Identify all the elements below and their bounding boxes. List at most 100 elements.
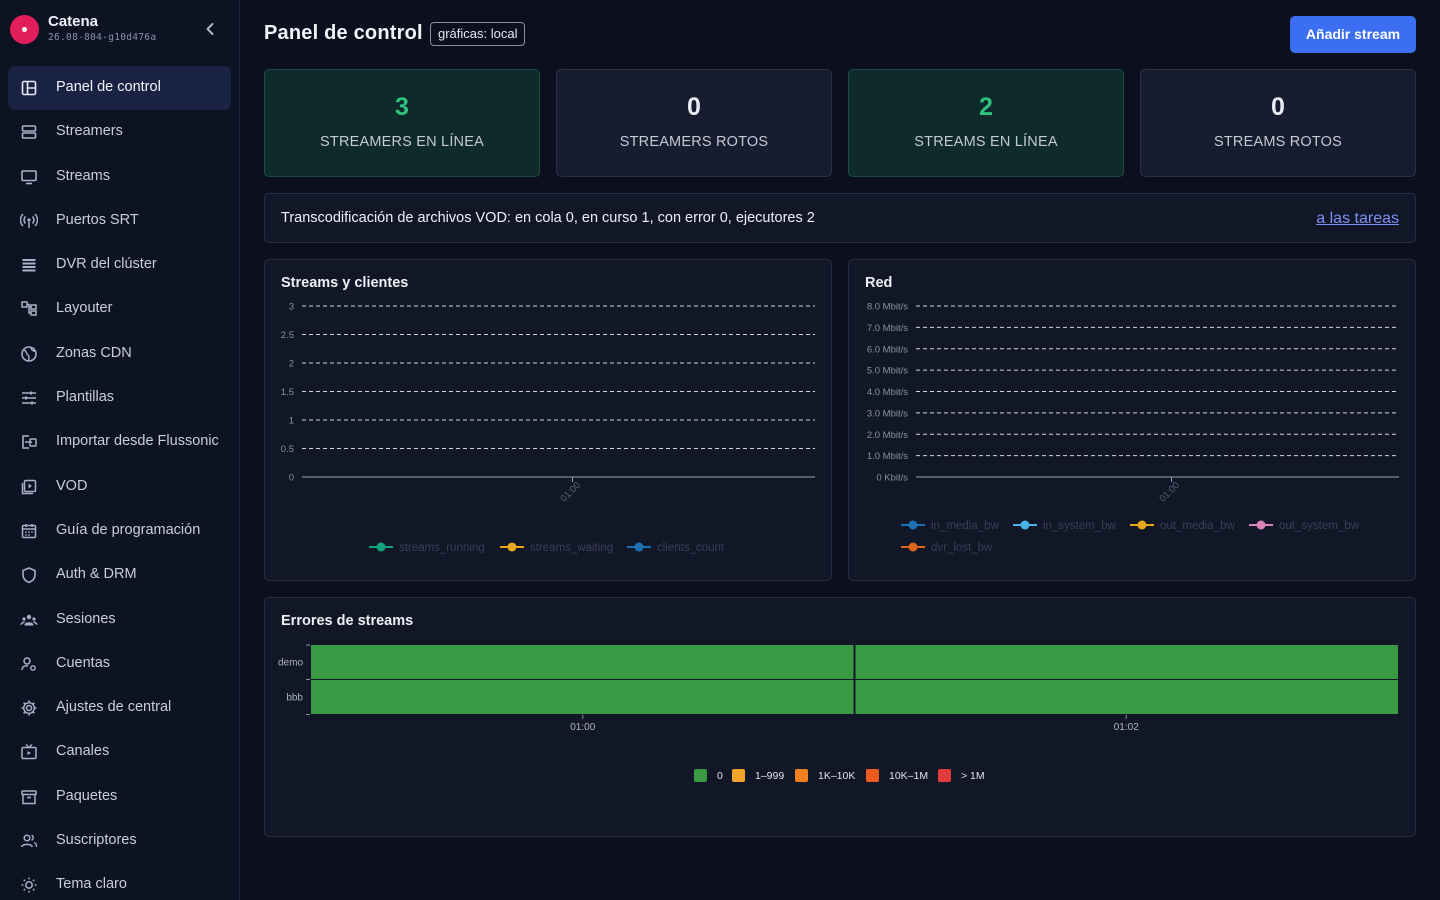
y-tick-label: 0 xyxy=(289,473,294,484)
chart-title: Red xyxy=(865,275,893,291)
sidebar-item-label: DVR del clúster xyxy=(56,256,157,273)
brand-version: 26.08-804-g10d476a xyxy=(48,32,157,43)
sidebar-item-importar-desde-flussonic[interactable]: Importar desde Flussonic xyxy=(8,420,231,464)
add-stream-button[interactable]: Añadir stream xyxy=(1290,16,1416,53)
stat-label: STREAMERS EN LÍNEA xyxy=(320,134,484,150)
users-group-icon xyxy=(20,611,38,629)
brand-name: Catena xyxy=(48,13,99,30)
gear-icon xyxy=(20,699,38,717)
legend-label: 1K–10K xyxy=(818,770,855,782)
sidebar-item-label: Zonas CDN xyxy=(56,344,132,361)
server-icon xyxy=(20,123,38,141)
legend-swatch xyxy=(732,769,745,782)
globe-icon xyxy=(20,345,38,363)
sidebar-item-suscriptores[interactable]: Suscriptores xyxy=(8,819,231,863)
sidebar-item-paquetes[interactable]: Paquetes xyxy=(8,775,231,819)
dashboard-icon xyxy=(20,79,38,97)
sidebar-item-label: Ajustes de central xyxy=(56,699,172,716)
storage-icon xyxy=(20,256,38,274)
sidebar-item-label: Streams xyxy=(56,167,110,184)
stat-card: 3 STREAMERS EN LÍNEA xyxy=(264,69,540,177)
stream-errors-heatmap: demo bbb 01:00 01:02 0 1–999 1K–10K 10K–1M > 1M xyxy=(278,644,1398,782)
y-tick-label: 5.0 Mbit/s xyxy=(867,366,908,377)
legend-swatch-dot xyxy=(1256,520,1266,530)
archive-icon xyxy=(20,788,38,806)
y-tick-label: 0 Kbit/s xyxy=(876,473,908,484)
vod-status-bar: Transcodificación de archivos VOD: en co… xyxy=(264,193,1416,243)
heatmap-cell xyxy=(855,680,1398,714)
x-tick-label: 01:00 xyxy=(1157,480,1182,505)
calendar-icon xyxy=(20,522,38,540)
legend-swatch-dot xyxy=(1137,520,1147,530)
sidebar-item-guia-de-programacion[interactable]: Guía de programación xyxy=(8,509,231,553)
legend-label: out_media_bw xyxy=(1160,520,1235,532)
sidebar-item-canales[interactable]: Canales xyxy=(8,730,231,774)
sidebar-item-label: Importar desde Flussonic xyxy=(56,433,219,450)
y-tick-label: 3 xyxy=(289,302,294,313)
y-tick-label: 1.0 Mbit/s xyxy=(867,451,908,462)
y-tick-label: 3.0 Mbit/s xyxy=(867,408,908,419)
sidebar-item-plantillas[interactable]: Plantillas xyxy=(8,376,231,420)
stat-label: STREAMS EN LÍNEA xyxy=(914,134,1058,150)
sidebar-item-label: Puertos SRT xyxy=(56,211,139,228)
legend-label: 0 xyxy=(717,770,723,782)
import-icon xyxy=(20,433,38,451)
page-title: Panel de control xyxy=(264,22,423,44)
legend-swatch-dot xyxy=(376,542,386,552)
sidebar-item-auth-drm[interactable]: Auth & DRM xyxy=(8,553,231,597)
x-tick-label: 01:00 xyxy=(558,480,583,505)
y-tick-label: 2 xyxy=(289,359,294,370)
sidebar-item-ajustes-de-central[interactable]: Ajustes de central xyxy=(8,686,231,730)
tasks-link[interactable]: a las tareas xyxy=(1316,210,1399,227)
stat-value: 3 xyxy=(395,93,409,121)
sidebar-item-cuentas[interactable]: Cuentas xyxy=(8,642,231,686)
x-tick-label: 01:02 xyxy=(1114,722,1139,733)
sidebar-item-label: Canales xyxy=(56,743,110,760)
legend-swatch xyxy=(866,769,879,782)
sidebar-item-panel-de-control[interactable]: Panel de control xyxy=(8,66,231,110)
vod-status-text: Transcodificación de archivos VOD: en co… xyxy=(281,210,815,226)
charts-source-badge: gráficas: local xyxy=(430,22,526,46)
sidebar-item-streams[interactable]: Streams xyxy=(8,155,231,199)
sidebar-item-label: Tema claro xyxy=(56,876,127,893)
layout-icon xyxy=(20,300,38,318)
sidebar-item-layouter[interactable]: Layouter xyxy=(8,287,231,331)
brand: Catena 26.08-804-g10d476a xyxy=(10,13,230,47)
sidebar-item-zonas-cdn[interactable]: Zonas CDN xyxy=(8,332,231,376)
y-tick-label: 1.5 xyxy=(281,387,294,398)
x-tick-label: 01:00 xyxy=(570,722,595,733)
video-library-icon xyxy=(20,478,38,496)
sidebar-nav: Panel de control Streamers Streams Puertos … xyxy=(8,66,231,900)
heatmap-cell xyxy=(855,645,1398,679)
sidebar-item-streamers[interactable]: Streamers xyxy=(8,110,231,154)
sidebar-item-label: Guía de programación xyxy=(56,521,201,538)
stat-label: STREAMS ROTOS xyxy=(1213,134,1343,150)
stat-value: 0 xyxy=(687,93,701,121)
brand-logo xyxy=(10,15,39,44)
y-tick-label: 7.0 Mbit/s xyxy=(867,323,908,334)
stat-card: 0 STREAMS ROTOS xyxy=(1140,69,1416,177)
legend-swatch xyxy=(694,769,707,782)
sidebar-item-tema-claro[interactable]: Tema claro xyxy=(8,863,231,900)
sidebar-item-label: Cuentas xyxy=(56,654,111,671)
network-chart: 8.0 Mbit/s 7.0 Mbit/s 6.0 Mbit/s 5.0 Mbit/s… xyxy=(867,302,1399,554)
sidebar-item-label: Suscriptores xyxy=(56,832,137,849)
sidebar-item-sesiones[interactable]: Sesiones xyxy=(8,598,231,642)
collapse-sidebar-button[interactable] xyxy=(199,16,221,42)
y-tick-label: 2.0 Mbit/s xyxy=(867,430,908,441)
y-tick-label: 8.0 Mbit/s xyxy=(867,302,908,313)
monitor-icon xyxy=(20,168,38,186)
stat-value: 0 xyxy=(1271,93,1285,121)
legend-label: clients_count xyxy=(657,542,725,554)
stat-card: 0 STREAMERS ROTOS xyxy=(556,69,832,177)
chart-title: Streams y clientes xyxy=(281,275,409,291)
streams-clients-chart: 3 2.5 2 1.5 1 0.5 0 01:00 streams_running streams… xyxy=(281,302,815,554)
sidebar-item-puertos-srt[interactable]: Puertos SRT xyxy=(8,199,231,243)
sliders-icon xyxy=(20,389,38,407)
sidebar-item-dvr-del-cluster[interactable]: DVR del clúster xyxy=(8,243,231,287)
sidebar-item-label: Sesiones xyxy=(56,610,116,627)
sun-icon xyxy=(20,876,38,894)
sidebar-item-vod[interactable]: VOD xyxy=(8,465,231,509)
heatmap-row-label: demo xyxy=(278,658,303,669)
legend-label: dvr_lost_bw xyxy=(931,542,993,554)
